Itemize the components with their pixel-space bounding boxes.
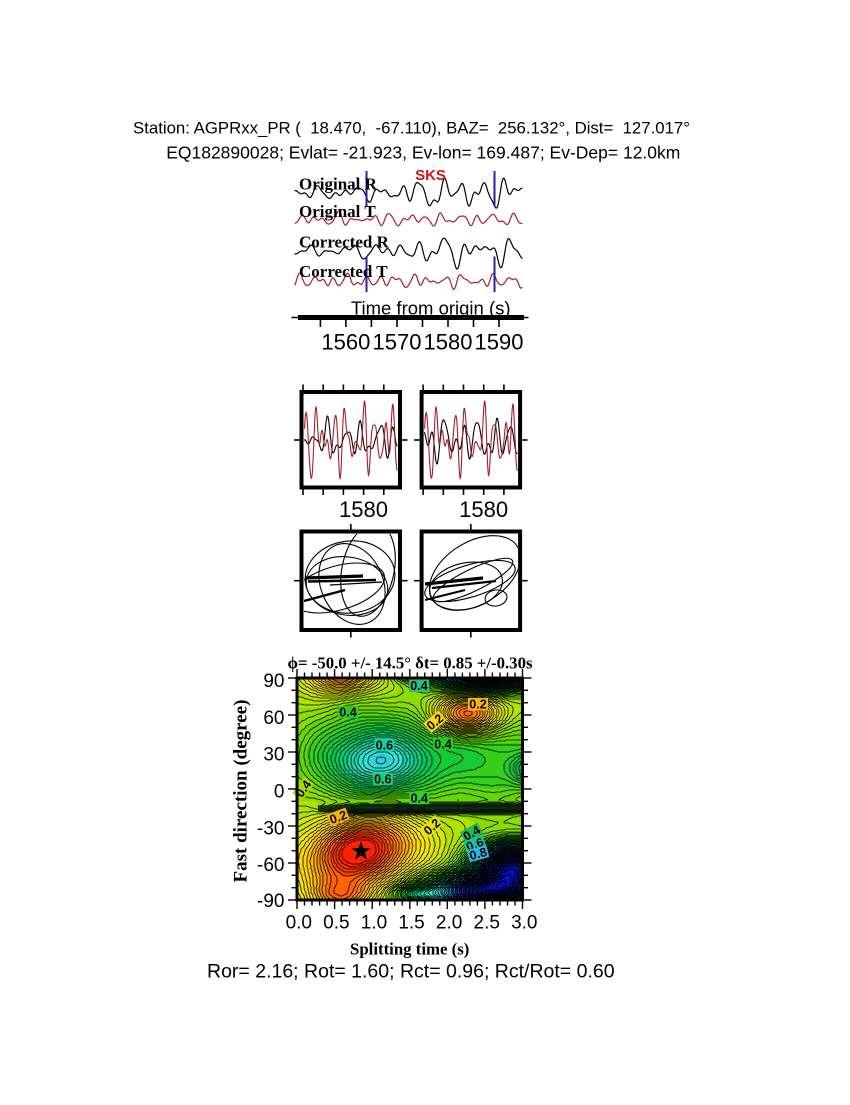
- svg-text:2.0: 2.0: [436, 913, 462, 934]
- svg-text:3.0: 3.0: [511, 913, 537, 934]
- svg-text:1570: 1570: [373, 330, 422, 355]
- svg-text:60: 60: [263, 708, 284, 729]
- svg-text:0.4: 0.4: [434, 737, 451, 751]
- svg-text:Ror= 2.16; Rot= 1.60; Rct= 0.9: Ror= 2.16; Rot= 1.60; Rct= 0.96; Rct/Rot…: [207, 961, 615, 983]
- svg-text:1.5: 1.5: [398, 913, 424, 934]
- svg-text:1.0: 1.0: [361, 913, 387, 934]
- svg-text:Splitting time (s): Splitting time (s): [350, 940, 469, 959]
- svg-text:2.5: 2.5: [474, 913, 500, 934]
- svg-text:30: 30: [263, 745, 284, 766]
- svg-text:-60: -60: [257, 855, 284, 876]
- svg-text:Corrected R: Corrected R: [299, 233, 390, 252]
- svg-text:ϕ= -50.0 +/- 14.5° δt= 0.85 +/: ϕ= -50.0 +/- 14.5° δt= 0.85 +/-0.30s: [288, 654, 533, 673]
- svg-text:Corrected T: Corrected T: [299, 262, 388, 281]
- svg-text:0: 0: [274, 782, 285, 803]
- svg-text:1560: 1560: [321, 330, 370, 355]
- svg-text:0.4: 0.4: [411, 791, 428, 805]
- svg-text:1580: 1580: [424, 330, 473, 355]
- svg-text:90: 90: [263, 671, 284, 692]
- svg-text:0.6: 0.6: [374, 772, 391, 786]
- svg-text:1580: 1580: [339, 497, 388, 522]
- svg-text:0.0: 0.0: [286, 913, 312, 934]
- svg-text:0.2: 0.2: [328, 808, 349, 827]
- svg-text:EQ182890028; Evlat= -21.923, E: EQ182890028; Evlat= -21.923, Ev-lon= 169…: [166, 143, 680, 163]
- svg-text:0.6: 0.6: [376, 738, 393, 752]
- svg-text:0.8: 0.8: [468, 845, 488, 863]
- svg-text:0.5: 0.5: [323, 913, 349, 934]
- svg-text:1590: 1590: [475, 330, 524, 355]
- svg-text:-30: -30: [257, 819, 284, 840]
- svg-text:SKS: SKS: [415, 167, 446, 184]
- svg-text:Time from origin (s): Time from origin (s): [351, 298, 511, 319]
- svg-text:0.4: 0.4: [410, 679, 427, 693]
- svg-text:1580: 1580: [459, 497, 508, 522]
- svg-text:Station: AGPRxx_PR ( 18.470,: Station: AGPRxx_PR ( 18.470, -67.110), B…: [133, 119, 690, 138]
- svg-text:-90: -90: [257, 891, 284, 912]
- svg-text:0.2: 0.2: [469, 698, 486, 712]
- svg-text:Original R: Original R: [299, 175, 378, 194]
- svg-text:Fast direction (degree): Fast direction (degree): [231, 700, 252, 883]
- svg-text:Original T: Original T: [299, 202, 376, 221]
- svg-text:0.4: 0.4: [339, 706, 356, 720]
